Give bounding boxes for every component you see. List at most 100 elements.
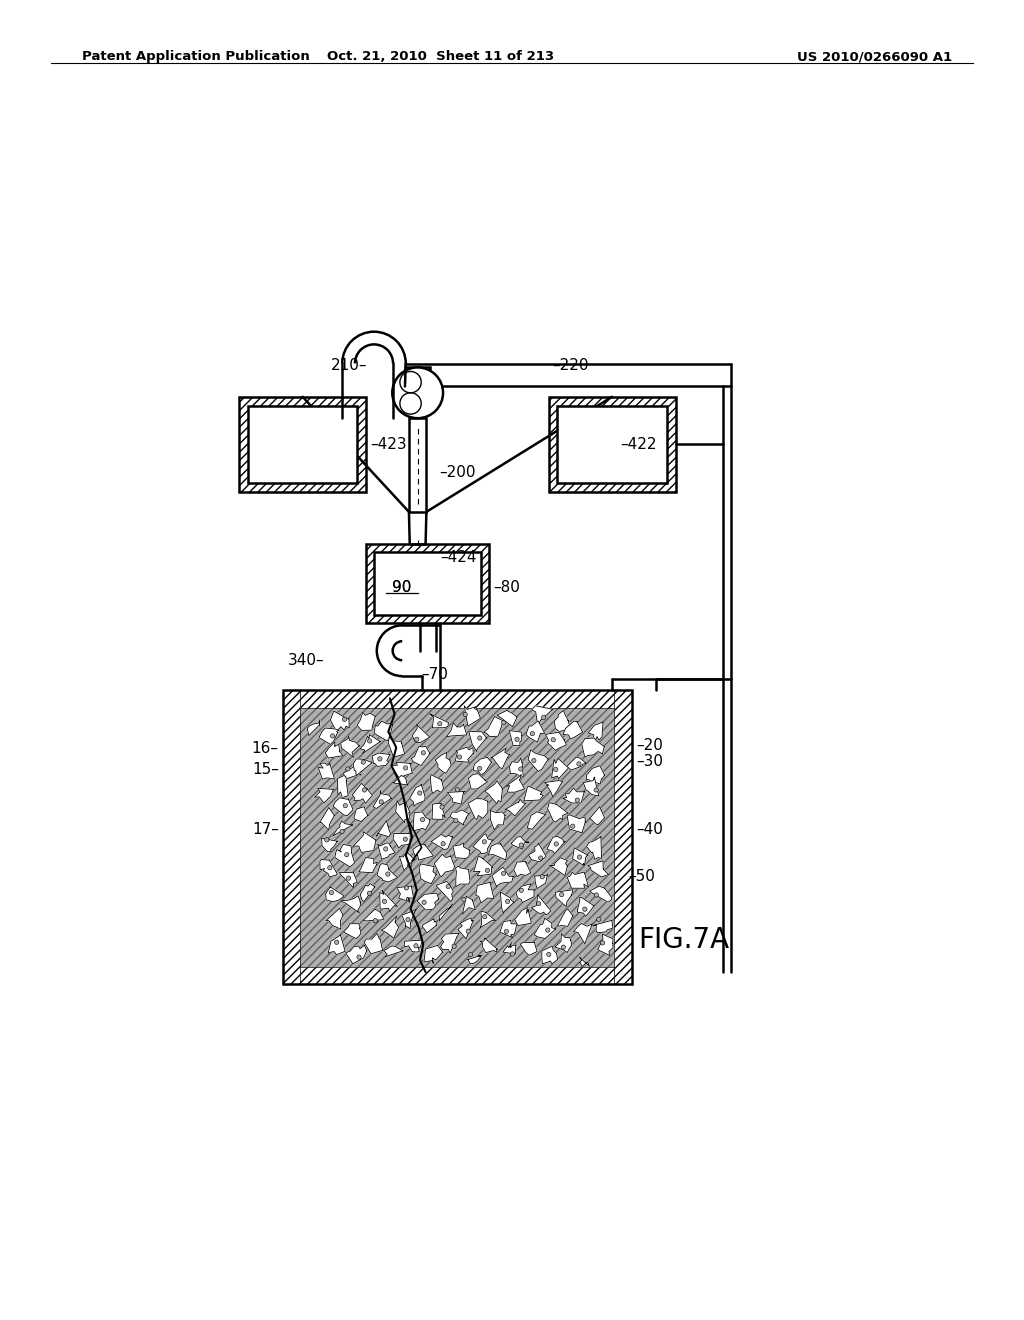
Polygon shape (492, 748, 510, 768)
Polygon shape (378, 843, 395, 859)
Circle shape (502, 871, 506, 875)
Circle shape (356, 954, 361, 960)
Polygon shape (531, 706, 553, 725)
Polygon shape (505, 799, 525, 816)
Polygon shape (346, 945, 367, 964)
Polygon shape (393, 833, 411, 847)
Polygon shape (322, 838, 338, 851)
Polygon shape (372, 752, 390, 767)
Polygon shape (480, 939, 498, 953)
Circle shape (519, 767, 523, 771)
Polygon shape (555, 890, 573, 907)
Polygon shape (535, 919, 556, 939)
Polygon shape (383, 946, 402, 957)
Bar (614, 690, 632, 983)
Polygon shape (359, 858, 377, 873)
Circle shape (597, 917, 601, 921)
Bar (240, 397, 367, 492)
Text: –50: –50 (628, 870, 654, 884)
Bar (248, 405, 357, 483)
Polygon shape (579, 957, 590, 966)
Circle shape (346, 876, 351, 880)
Polygon shape (535, 875, 548, 888)
Polygon shape (318, 763, 335, 779)
Polygon shape (484, 781, 503, 804)
Polygon shape (554, 710, 570, 731)
Circle shape (551, 738, 555, 742)
Polygon shape (432, 804, 445, 820)
Polygon shape (340, 873, 357, 888)
Polygon shape (572, 847, 588, 866)
Polygon shape (319, 808, 335, 830)
Circle shape (477, 735, 482, 741)
Polygon shape (542, 946, 558, 964)
Circle shape (362, 788, 367, 792)
Polygon shape (374, 721, 393, 741)
Polygon shape (598, 935, 613, 956)
Polygon shape (567, 758, 586, 770)
Text: –30: –30 (636, 754, 663, 770)
Polygon shape (473, 855, 493, 876)
Polygon shape (360, 883, 375, 902)
Circle shape (454, 818, 458, 822)
Circle shape (531, 759, 536, 763)
Circle shape (379, 800, 383, 804)
Polygon shape (335, 845, 354, 867)
Polygon shape (589, 807, 604, 825)
Circle shape (547, 952, 551, 957)
Circle shape (455, 788, 460, 792)
Polygon shape (515, 908, 531, 925)
Text: –424: –424 (440, 549, 477, 565)
Circle shape (406, 917, 411, 921)
Polygon shape (473, 834, 493, 854)
Polygon shape (588, 722, 603, 741)
Text: US 2010/0266090 A1: US 2010/0266090 A1 (798, 50, 952, 63)
Circle shape (463, 713, 467, 717)
Circle shape (578, 855, 582, 859)
Bar (283, 690, 632, 708)
Polygon shape (417, 894, 438, 909)
Circle shape (403, 766, 408, 770)
Bar (283, 690, 300, 983)
Circle shape (462, 898, 466, 902)
Circle shape (346, 767, 350, 771)
Bar (300, 708, 614, 966)
Polygon shape (548, 803, 568, 822)
Polygon shape (527, 812, 546, 829)
Polygon shape (501, 892, 514, 913)
Bar (549, 397, 676, 492)
Circle shape (519, 888, 523, 892)
Circle shape (452, 944, 457, 948)
Polygon shape (488, 843, 507, 859)
Text: –200: –200 (439, 465, 475, 479)
Polygon shape (516, 883, 535, 903)
Polygon shape (573, 924, 592, 944)
Polygon shape (492, 867, 513, 887)
Circle shape (477, 767, 482, 771)
Polygon shape (404, 940, 423, 952)
Polygon shape (563, 721, 583, 739)
Circle shape (392, 367, 443, 418)
Circle shape (519, 843, 523, 847)
Circle shape (418, 791, 422, 795)
Circle shape (506, 899, 510, 904)
Circle shape (335, 940, 339, 944)
Polygon shape (446, 722, 467, 737)
Bar (557, 405, 667, 483)
Polygon shape (357, 711, 376, 730)
Bar (283, 690, 632, 983)
Polygon shape (307, 719, 319, 735)
Circle shape (421, 817, 425, 822)
Polygon shape (410, 784, 425, 807)
Circle shape (441, 842, 445, 846)
Polygon shape (412, 746, 430, 766)
Bar (300, 708, 614, 966)
Text: –422: –422 (620, 437, 656, 451)
Polygon shape (458, 917, 473, 939)
Circle shape (554, 767, 558, 772)
Polygon shape (480, 911, 497, 928)
Text: 340–: 340– (288, 653, 324, 668)
Polygon shape (365, 933, 383, 954)
Circle shape (386, 873, 390, 876)
Circle shape (373, 919, 378, 923)
